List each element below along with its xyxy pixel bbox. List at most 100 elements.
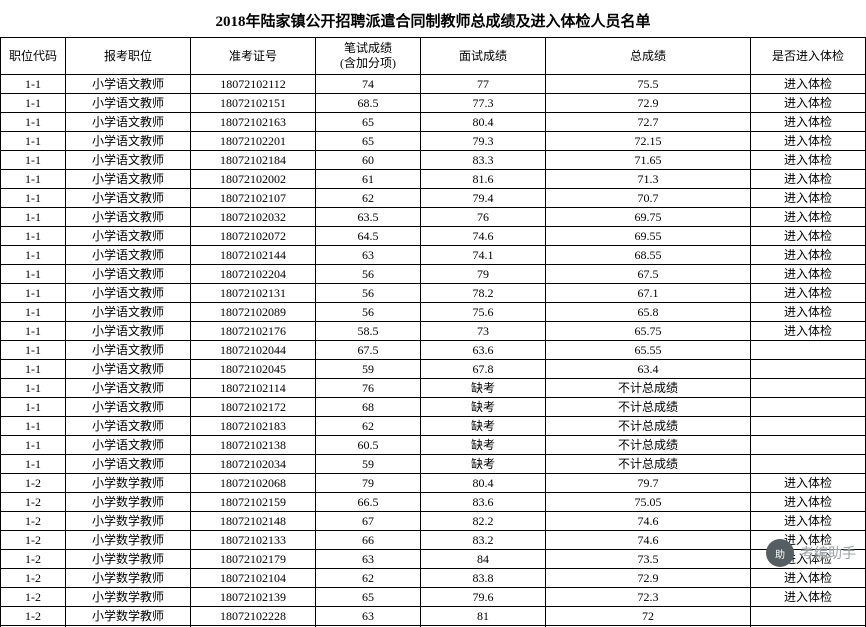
table-cell: 1-2 [1,550,66,569]
table-cell: 72.3 [546,588,751,607]
table-cell: 56 [316,303,421,322]
table-row: 1-2小学数学教师18072102179638473.5进入体检 [1,550,866,569]
table-cell: 18072102104 [191,569,316,588]
table-cell: 67.5 [316,341,421,360]
table-row: 1-1小学语文教师180721021446374.168.55进入体检 [1,246,866,265]
table-cell: 1-1 [1,322,66,341]
table-cell: 77 [421,75,546,94]
table-cell: 65.75 [546,322,751,341]
table-cell: 进入体检 [751,550,866,569]
table-cell: 63 [316,550,421,569]
table-cell: 进入体检 [751,474,866,493]
table-cell: 18072102107 [191,189,316,208]
table-cell: 小学语文教师 [66,189,191,208]
table-cell: 69.75 [546,208,751,227]
table-cell: 小学数学教师 [66,474,191,493]
table-cell: 小学语文教师 [66,132,191,151]
table-cell: 小学数学教师 [66,493,191,512]
table-cell: 进入体检 [751,493,866,512]
table-cell: 小学语文教师 [66,94,191,113]
table-cell: 74.6 [546,531,751,550]
table-cell: 不计总成绩 [546,379,751,398]
column-header: 总成绩 [546,38,751,75]
table-cell: 59 [316,360,421,379]
table-cell: 进入体检 [751,227,866,246]
table-cell: 1-1 [1,113,66,132]
table-row: 1-1小学语文教师180721020026181.671.3进入体检 [1,170,866,189]
table-row: 1-2小学数学教师180721021396579.672.3进入体检 [1,588,866,607]
table-cell: 进入体检 [751,151,866,170]
table-row: 1-1小学语文教师1807210218362缺考不计总成绩 [1,417,866,436]
table-cell: 76 [316,379,421,398]
table-cell: 进入体检 [751,208,866,227]
table-cell: 进入体检 [751,322,866,341]
table-cell: 62 [316,417,421,436]
table-cell: 72.15 [546,132,751,151]
table-cell: 缺考 [421,436,546,455]
table-cell: 1-1 [1,94,66,113]
table-cell: 59 [316,455,421,474]
table-cell: 1-2 [1,493,66,512]
table-cell: 79 [316,474,421,493]
table-cell: 80.4 [421,113,546,132]
table-cell: 63 [316,246,421,265]
table-cell: 74.6 [546,512,751,531]
table-row: 1-1小学语文教师180721020895675.665.8进入体检 [1,303,866,322]
page-title: 2018年陆家镇公开招聘派遣合同制教师总成绩及进入体检人员名单 [0,0,866,37]
table-cell: 小学语文教师 [66,246,191,265]
table-cell: 68.5 [316,94,421,113]
table-cell: 84 [421,550,546,569]
table-cell: 1-1 [1,436,66,455]
table-cell: 18072102034 [191,455,316,474]
table-cell: 71.65 [546,151,751,170]
table-cell: 66 [316,531,421,550]
table-cell: 进入体检 [751,265,866,284]
table-row: 1-1小学语文教师1807210203459缺考不计总成绩 [1,455,866,474]
table-row: 1-2小学数学教师180721021336683.274.6进入体检 [1,531,866,550]
table-cell: 18072102151 [191,94,316,113]
table-cell: 小学语文教师 [66,113,191,132]
table-row: 1-1小学语文教师1807210215168.577.372.9进入体检 [1,94,866,113]
table-row: 1-1小学语文教师1807210203263.57669.75进入体检 [1,208,866,227]
table-cell: 小学数学教师 [66,550,191,569]
column-header: 报考职位 [66,38,191,75]
table-cell: 进入体检 [751,531,866,550]
table-cell: 18072102133 [191,531,316,550]
table-cell: 缺考 [421,417,546,436]
table-cell: 18072102044 [191,341,316,360]
table-cell: 63.4 [546,360,751,379]
table-cell: 66.5 [316,493,421,512]
table-cell: 小学数学教师 [66,588,191,607]
table-row: 1-1小学语文教师1807210204467.563.665.55 [1,341,866,360]
table-cell: 73 [421,322,546,341]
table-cell: 小学语文教师 [66,265,191,284]
table-cell: 67.1 [546,284,751,303]
table-header-row: 职位代码报考职位准考证号笔试成绩(含加分项)面试成绩总成绩是否进入体检 [1,38,866,75]
table-cell: 69.55 [546,227,751,246]
table-cell: 74.1 [421,246,546,265]
table-cell: 72.7 [546,113,751,132]
table-cell: 小学语文教师 [66,170,191,189]
table-cell: 62 [316,189,421,208]
table-cell: 18072102201 [191,132,316,151]
table-cell: 小学数学教师 [66,531,191,550]
table-cell [751,341,866,360]
table-cell: 18072102032 [191,208,316,227]
column-header: 面试成绩 [421,38,546,75]
table-cell: 18072102114 [191,379,316,398]
table-cell: 71.3 [546,170,751,189]
table-cell: 1-1 [1,170,66,189]
table-row: 1-2小学数学教师18072102228638172 [1,607,866,626]
table-cell: 60 [316,151,421,170]
table-row: 1-1小学语文教师1807210213860.5缺考不计总成绩 [1,436,866,455]
table-cell: 1-2 [1,474,66,493]
table-cell: 18072102131 [191,284,316,303]
table-cell: 79.3 [421,132,546,151]
table-cell: 进入体检 [751,246,866,265]
table-row: 1-1小学语文教师180721021846083.371.65进入体检 [1,151,866,170]
table-cell: 70.7 [546,189,751,208]
table-cell: 18072102002 [191,170,316,189]
table-row: 1-1小学语文教师180721021315678.267.1进入体检 [1,284,866,303]
table-cell: 小学语文教师 [66,455,191,474]
table-cell: 18072102163 [191,113,316,132]
